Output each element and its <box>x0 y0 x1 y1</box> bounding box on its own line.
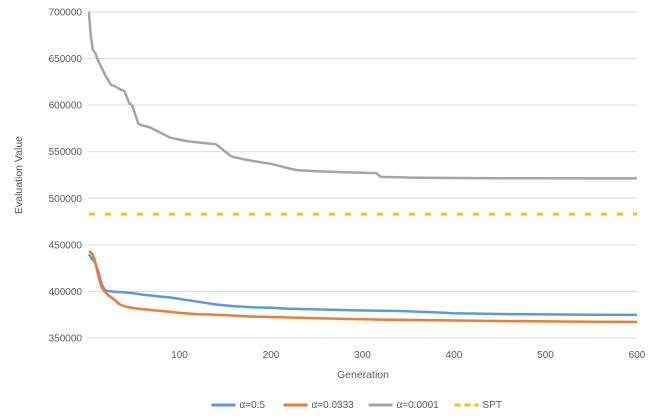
y-axis-title: Evaluation Value <box>13 136 25 214</box>
x-tick-label: 400 <box>446 350 463 361</box>
x-tick-label: 300 <box>354 350 371 361</box>
x-tick-label: 100 <box>171 350 188 361</box>
legend-label: α=0.5 <box>240 400 266 411</box>
x-tick-label: 600 <box>629 350 646 361</box>
y-tick-label: 450000 <box>49 240 83 251</box>
y-tick-label: 500000 <box>49 194 83 205</box>
legend-label: SPT <box>483 400 502 411</box>
y-tick-label: 350000 <box>49 334 83 345</box>
legend-item: SPT <box>454 400 502 411</box>
legend-item: α=0.0001 <box>368 400 440 411</box>
legend-item: α=0.0333 <box>283 400 355 411</box>
legend: α=0.5 α=0.0333 α=0.0001 SPT <box>211 400 502 411</box>
series-line-1 <box>88 250 638 324</box>
legend-label: α=0.0001 <box>397 400 440 411</box>
series-line-2 <box>87 11 637 180</box>
series-lines <box>87 11 638 324</box>
y-tick-label: 600000 <box>49 101 83 112</box>
tick-labels: 350000 400000 450000 500000 550000 600000 6500… <box>49 8 646 362</box>
legend-item: α=0.5 <box>211 400 266 411</box>
x-tick-label: 200 <box>263 350 280 361</box>
y-tick-label: 550000 <box>49 147 83 158</box>
x-axis-title: Generation <box>337 369 389 381</box>
legend-label: α=0.0333 <box>312 400 355 411</box>
y-tick-label: 400000 <box>49 287 83 298</box>
y-tick-label: 650000 <box>49 54 83 65</box>
x-tick-label: 500 <box>537 350 554 361</box>
gridlines <box>88 11 637 339</box>
y-tick-label: 700000 <box>49 8 83 19</box>
series-line-0 <box>87 253 638 317</box>
